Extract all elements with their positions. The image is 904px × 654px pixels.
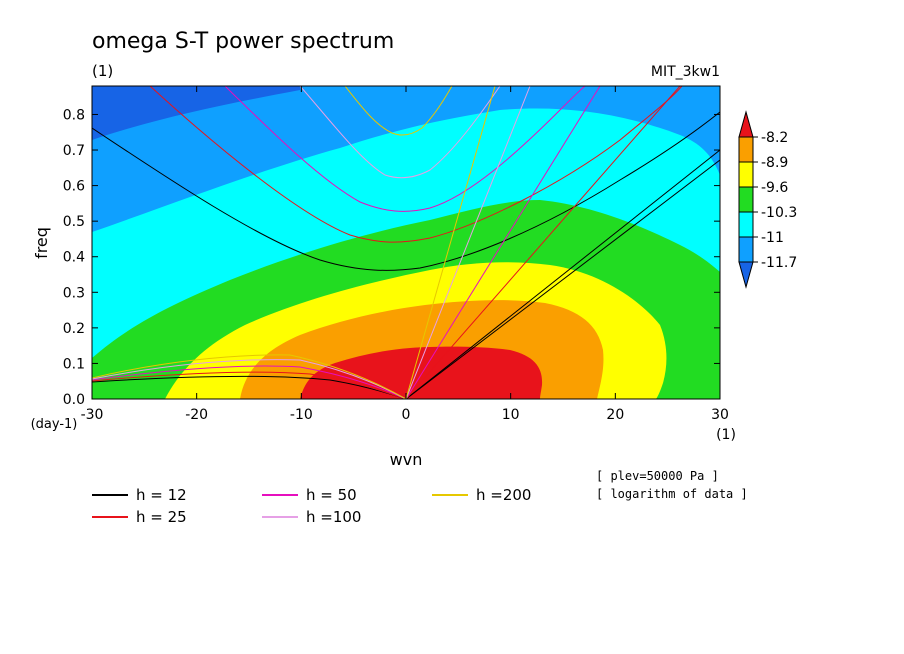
y-tick-label: 0.8	[63, 107, 85, 123]
colorbar-label: -9.6	[761, 180, 788, 196]
colorbar-segment	[738, 161, 754, 188]
legend-label: h = 12	[136, 486, 187, 504]
x-axis: -30 -20 -10 0 10 20 30	[81, 86, 729, 423]
dispersion-curves	[92, 86, 720, 399]
note-logarithm: [ logarithm of data ]	[596, 487, 748, 501]
colorbar-label: -11	[761, 230, 784, 246]
chart-subtitle-right: MIT_3kw1	[651, 64, 720, 80]
x-axis-unit: (1)	[716, 427, 736, 443]
colorbar-bottom-triangle	[738, 261, 754, 289]
y-tick-label: 0.6	[63, 179, 85, 195]
y-axis: 0.0 0.1 0.2 0.3 0.4 0.5 0.6 0.7 0.8	[63, 107, 720, 408]
dispersion-h50-parabola	[224, 86, 586, 212]
y-tick-label: 0.2	[63, 321, 85, 337]
legend-label: h = 50	[306, 486, 357, 504]
colorbar-label: -10.3	[761, 205, 797, 221]
chart-subtitle-left: (1)	[92, 62, 113, 80]
y-tick-label: 0.1	[63, 356, 85, 372]
colorbar-label: -8.2	[761, 130, 788, 146]
y-tick-label: 0.7	[63, 143, 85, 159]
x-tick-label: -10	[290, 407, 313, 423]
x-tick-label: 30	[711, 407, 729, 423]
colorbar-top-triangle	[738, 110, 754, 138]
y-axis-label: freq	[32, 227, 51, 259]
note-plev: [ plev=50000 Pa ]	[596, 469, 719, 483]
dispersion-legend: h = 12 h = 25 h = 50 h =100 h =200	[92, 486, 531, 526]
legend-label: h = 25	[136, 508, 187, 526]
dispersion-h50-kelvin	[405, 86, 601, 399]
x-tick-label: 0	[402, 407, 411, 423]
legend-label: h =200	[476, 486, 531, 504]
dispersion-h200-kelvin	[405, 86, 496, 399]
dispersion-h25-kelvin	[405, 86, 681, 399]
y-tick-label: 0.4	[63, 250, 85, 266]
legend-label: h =100	[306, 508, 361, 526]
x-tick-label: 10	[502, 407, 520, 423]
y-axis-unit: (day-1)	[31, 417, 78, 432]
y-tick-label: 0.0	[63, 392, 85, 408]
dispersion-h100-kelvin	[405, 86, 531, 399]
x-tick-label: -30	[81, 407, 104, 423]
x-tick-label: 20	[606, 407, 624, 423]
dispersion-h12-parabola	[92, 111, 720, 271]
colorbar-segment	[738, 236, 754, 263]
colorbar-label: -11.7	[761, 255, 797, 271]
y-tick-label: 0.3	[63, 285, 85, 301]
dispersion-h25-parabola	[149, 86, 683, 243]
dispersion-h50-mrg	[92, 365, 407, 399]
y-tick-label: 0.5	[63, 214, 85, 230]
dispersion-h12-kelvin-2	[405, 159, 720, 399]
x-axis-label: wvn	[390, 450, 423, 469]
colorbar-segment	[738, 211, 754, 238]
colorbar-label: -8.9	[761, 155, 788, 171]
colorbar: -8.2 -8.9 -9.6 -10.3 -11 -11.7	[738, 110, 797, 289]
dispersion-h12-mrg	[92, 375, 407, 399]
plot-area	[92, 86, 720, 399]
dispersion-h25-mrg	[92, 371, 407, 399]
dispersion-h12-kelvin	[405, 149, 720, 399]
dispersion-h200-parabola	[344, 86, 453, 136]
chart-title: omega S-T power spectrum	[92, 29, 394, 54]
colorbar-segment	[738, 136, 754, 163]
dispersion-h100-mrg	[92, 359, 407, 399]
dispersion-h100-parabola	[299, 86, 501, 179]
x-tick-label: -20	[185, 407, 208, 423]
dispersion-h200-mrg	[92, 354, 407, 399]
colorbar-segment	[738, 186, 754, 213]
